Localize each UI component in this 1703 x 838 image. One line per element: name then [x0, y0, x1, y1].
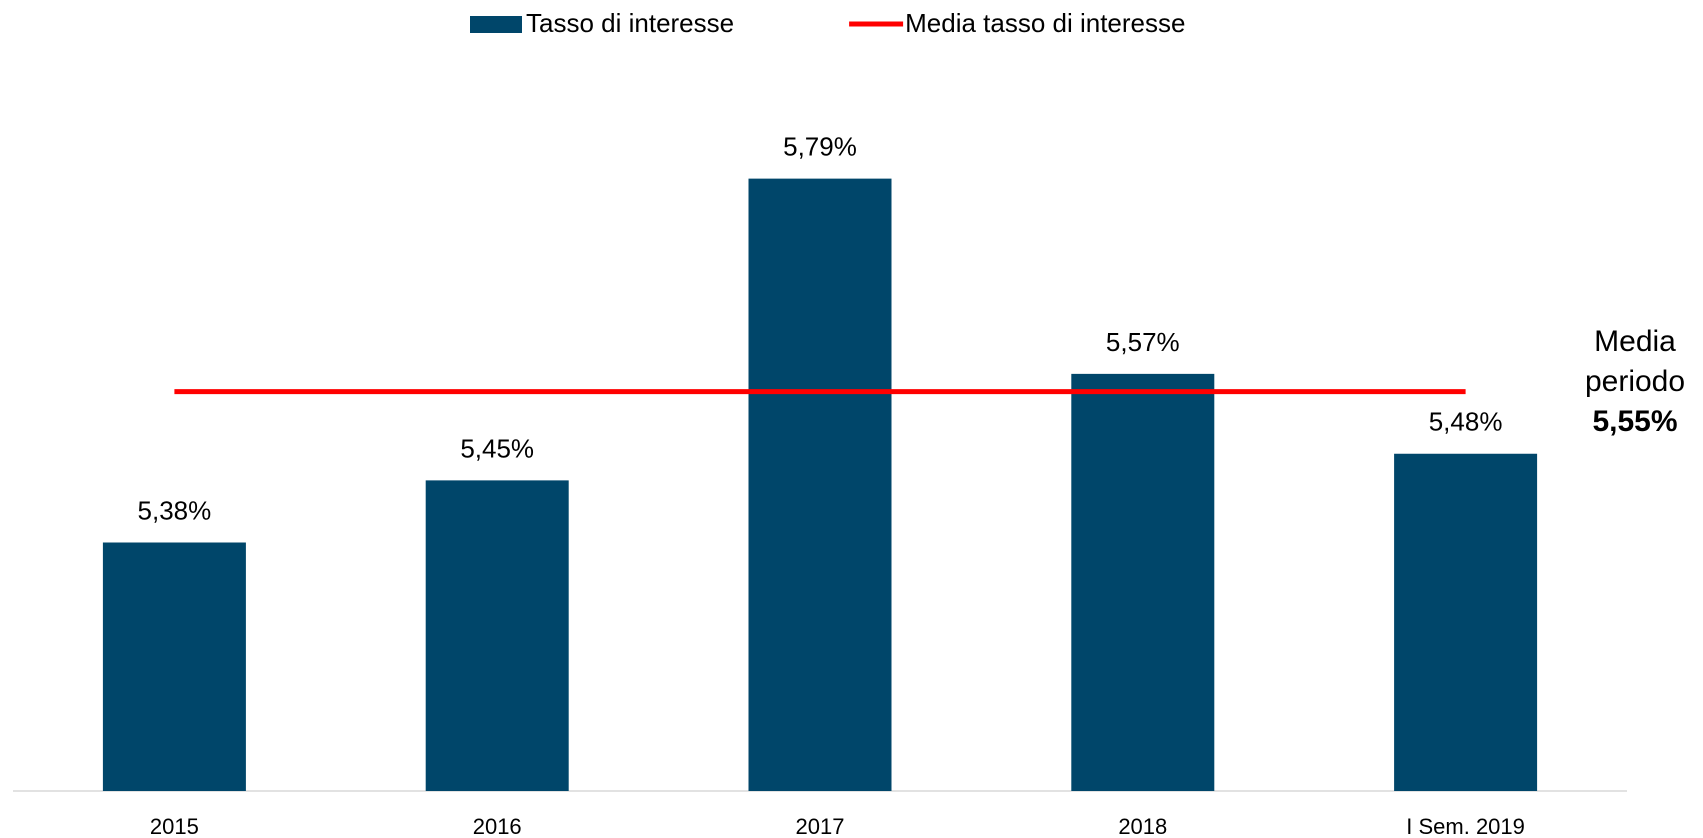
bar — [1071, 373, 1215, 791]
bar — [425, 480, 569, 791]
data-label: 5,57% — [1106, 327, 1180, 357]
annotation-value: 5,55% — [1592, 404, 1678, 438]
x-tick-label: I Sem. 2019 — [1406, 814, 1525, 838]
bar — [1394, 453, 1538, 791]
x-tick-label: 2015 — [150, 814, 199, 838]
data-label: 5,48% — [1429, 407, 1503, 437]
bar — [102, 542, 246, 791]
bar — [748, 178, 892, 791]
data-label: 5,79% — [783, 132, 857, 162]
annotation-text: Media periodo — [1584, 324, 1686, 398]
x-tick-label: 2017 — [796, 814, 845, 838]
x-tick-label: 2016 — [473, 814, 522, 838]
x-tick-label: 2018 — [1118, 814, 1167, 838]
data-label: 5,45% — [460, 433, 534, 463]
legend-label: Tasso di interesse — [526, 8, 734, 38]
data-label: 5,38% — [138, 495, 212, 525]
legend-label: Media tasso di interesse — [905, 8, 1185, 38]
legend-swatch — [470, 16, 522, 33]
